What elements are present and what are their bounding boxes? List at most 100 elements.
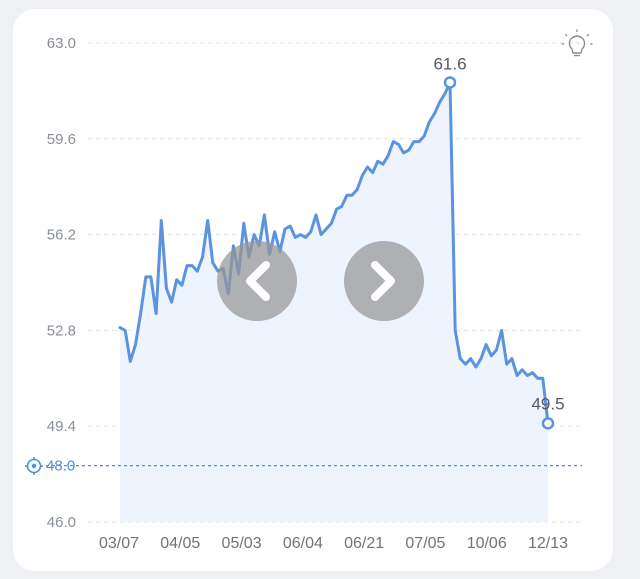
- data-point: [484, 342, 488, 346]
- data-point: [211, 261, 215, 265]
- data-point: [407, 148, 411, 152]
- data-point: [324, 227, 328, 231]
- data-point: [149, 275, 153, 279]
- data-point: [283, 227, 287, 231]
- data-point: [304, 235, 308, 239]
- data-point: [314, 213, 318, 217]
- x-tick-label: 12/13: [528, 535, 568, 552]
- data-point: [494, 348, 498, 352]
- data-point: [128, 359, 132, 363]
- data-point: [360, 173, 364, 177]
- data-point: [185, 264, 189, 268]
- data-point: [298, 233, 302, 237]
- data-point: [340, 204, 344, 208]
- data-point: [345, 193, 349, 197]
- data-point: [201, 255, 205, 259]
- data-point: [500, 328, 504, 332]
- y-axis-ticks: 63.0 59.6 56.2 52.8 49.4 46.0: [47, 35, 76, 531]
- lightbulb-icon[interactable]: [561, 29, 593, 57]
- x-tick-label: 06/04: [283, 535, 323, 552]
- data-point: [376, 159, 380, 163]
- data-point: [433, 111, 437, 115]
- series-line: [118, 80, 550, 425]
- data-point: [195, 269, 199, 273]
- data-point: [510, 357, 514, 361]
- data-point: [329, 221, 333, 225]
- chevron-right-icon: [371, 261, 395, 301]
- chevron-left-icon: [246, 261, 270, 301]
- data-point: [319, 233, 323, 237]
- x-tick-label: 10/06: [467, 535, 507, 552]
- data-point: [350, 193, 354, 197]
- data-point: [489, 354, 493, 358]
- data-point: [252, 233, 256, 237]
- data-point: [458, 357, 462, 361]
- data-point: [133, 342, 137, 346]
- data-point: [453, 328, 457, 332]
- data-point: [164, 286, 168, 290]
- data-point: [515, 373, 519, 377]
- x-tick-label: 03/07: [99, 535, 139, 552]
- data-point: [402, 151, 406, 155]
- data-point: [381, 162, 385, 166]
- last-value-label: 49.5: [531, 394, 564, 413]
- data-point: [154, 311, 158, 315]
- data-point: [520, 368, 524, 372]
- x-tick-label: 07/05: [405, 535, 445, 552]
- data-point: [288, 224, 292, 228]
- data-point: [123, 328, 127, 332]
- data-point: [366, 165, 370, 169]
- prev-button[interactable]: [217, 241, 297, 321]
- x-tick-label: 05/03: [222, 535, 262, 552]
- next-button[interactable]: [344, 241, 424, 321]
- data-point: [371, 171, 375, 175]
- data-point: [180, 283, 184, 287]
- data-point: [159, 219, 163, 223]
- data-point: [190, 264, 194, 268]
- data-point: [309, 230, 313, 234]
- y-tick-label: 49.4: [47, 418, 76, 435]
- data-point: [391, 140, 395, 144]
- data-point: [118, 326, 122, 330]
- data-point: [293, 235, 297, 239]
- data-point: [139, 311, 143, 315]
- data-point: [531, 371, 535, 375]
- series-area: [120, 82, 548, 523]
- target-icon: [25, 457, 43, 475]
- y-tick-label: 56.2: [47, 227, 76, 244]
- data-point: [422, 134, 426, 138]
- data-point: [412, 140, 416, 144]
- data-point: [231, 244, 235, 248]
- y-tick-label: 52.8: [47, 322, 76, 339]
- data-point: [175, 278, 179, 282]
- data-point: [386, 154, 390, 158]
- data-point: [144, 275, 148, 279]
- data-point: [417, 140, 421, 144]
- data-point: [427, 120, 431, 124]
- x-axis-ticks: 03/07 04/05 05/03 06/04 06/21 07/05 10/06 12/13: [99, 535, 568, 552]
- data-point: [525, 373, 529, 377]
- max-point-marker: [443, 76, 457, 89]
- data-point: [541, 376, 545, 380]
- data-point: [242, 221, 246, 225]
- data-point: [206, 219, 210, 223]
- data-point: [469, 357, 473, 361]
- data-point: [505, 362, 509, 366]
- data-point: [335, 207, 339, 211]
- y-tick-label: 63.0: [47, 35, 76, 52]
- last-point-marker: [541, 417, 555, 430]
- max-value-label: 61.6: [433, 54, 466, 73]
- data-point: [536, 376, 540, 380]
- data-point: [479, 357, 483, 361]
- data-point: [463, 362, 467, 366]
- data-point: [474, 365, 478, 369]
- data-point: [396, 142, 400, 146]
- data-point: [262, 213, 266, 217]
- y-tick-label: 46.0: [47, 514, 76, 531]
- x-tick-label: 06/21: [344, 535, 384, 552]
- data-point: [355, 188, 359, 192]
- data-point: [438, 100, 442, 104]
- data-point: [170, 300, 174, 304]
- x-tick-label: 04/05: [160, 535, 200, 552]
